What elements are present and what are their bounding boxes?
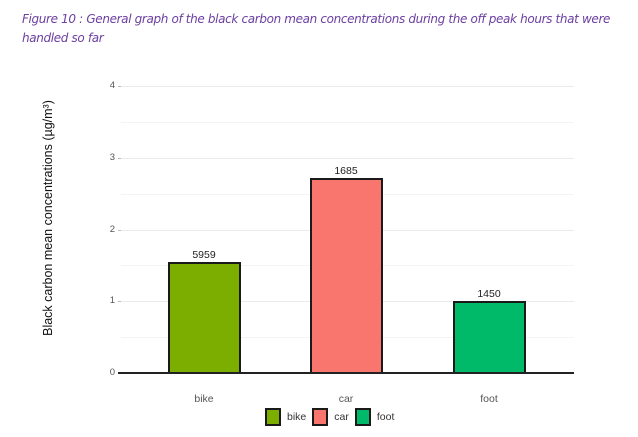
- x-tick-label-bike: bike: [194, 393, 214, 405]
- y-axis-label: Black carbon mean concentrations (µg/m³): [41, 100, 55, 336]
- legend-item-foot: foot: [354, 408, 395, 426]
- legend-swatch-foot: [354, 408, 371, 426]
- figure-caption: Figure 10 : General graph of the black c…: [22, 12, 611, 45]
- bar-value-label-car: 1685: [334, 165, 358, 177]
- y-tick-mark: [118, 230, 121, 231]
- bar-value-label-bike: 5959: [192, 249, 216, 261]
- gridline-3-5: [121, 122, 574, 123]
- gridline-4: [121, 86, 574, 87]
- legend-swatch-car: [312, 408, 329, 426]
- chart-legend: bike car foot: [265, 408, 400, 426]
- y-tick-label: 0: [109, 367, 115, 378]
- gridline-3: [121, 158, 574, 159]
- y-tick-label: 1: [109, 295, 115, 306]
- y-tick-mark: [118, 301, 121, 302]
- bar-value-label-foot: 1450: [477, 288, 501, 300]
- legend-label: car: [334, 411, 349, 423]
- x-tick-label-foot: foot: [480, 393, 498, 405]
- y-tick-mark: [118, 158, 121, 159]
- x-tick-label-car: car: [338, 393, 354, 405]
- y-tick-label: 4: [109, 80, 115, 91]
- legend-swatch-bike: [265, 408, 281, 426]
- legend-label: foot: [376, 411, 395, 423]
- bar-bike: [168, 262, 241, 374]
- legend-item-car: car: [312, 408, 349, 426]
- bar-car: [310, 178, 383, 374]
- y-tick-mark: [118, 86, 121, 87]
- legend-label: bike: [287, 411, 307, 423]
- legend-item-bike: bike: [265, 408, 306, 426]
- x-axis-line: [118, 372, 574, 374]
- y-tick-label: 2: [109, 224, 115, 235]
- y-tick-label: 3: [109, 152, 115, 163]
- bar-foot: [453, 301, 526, 374]
